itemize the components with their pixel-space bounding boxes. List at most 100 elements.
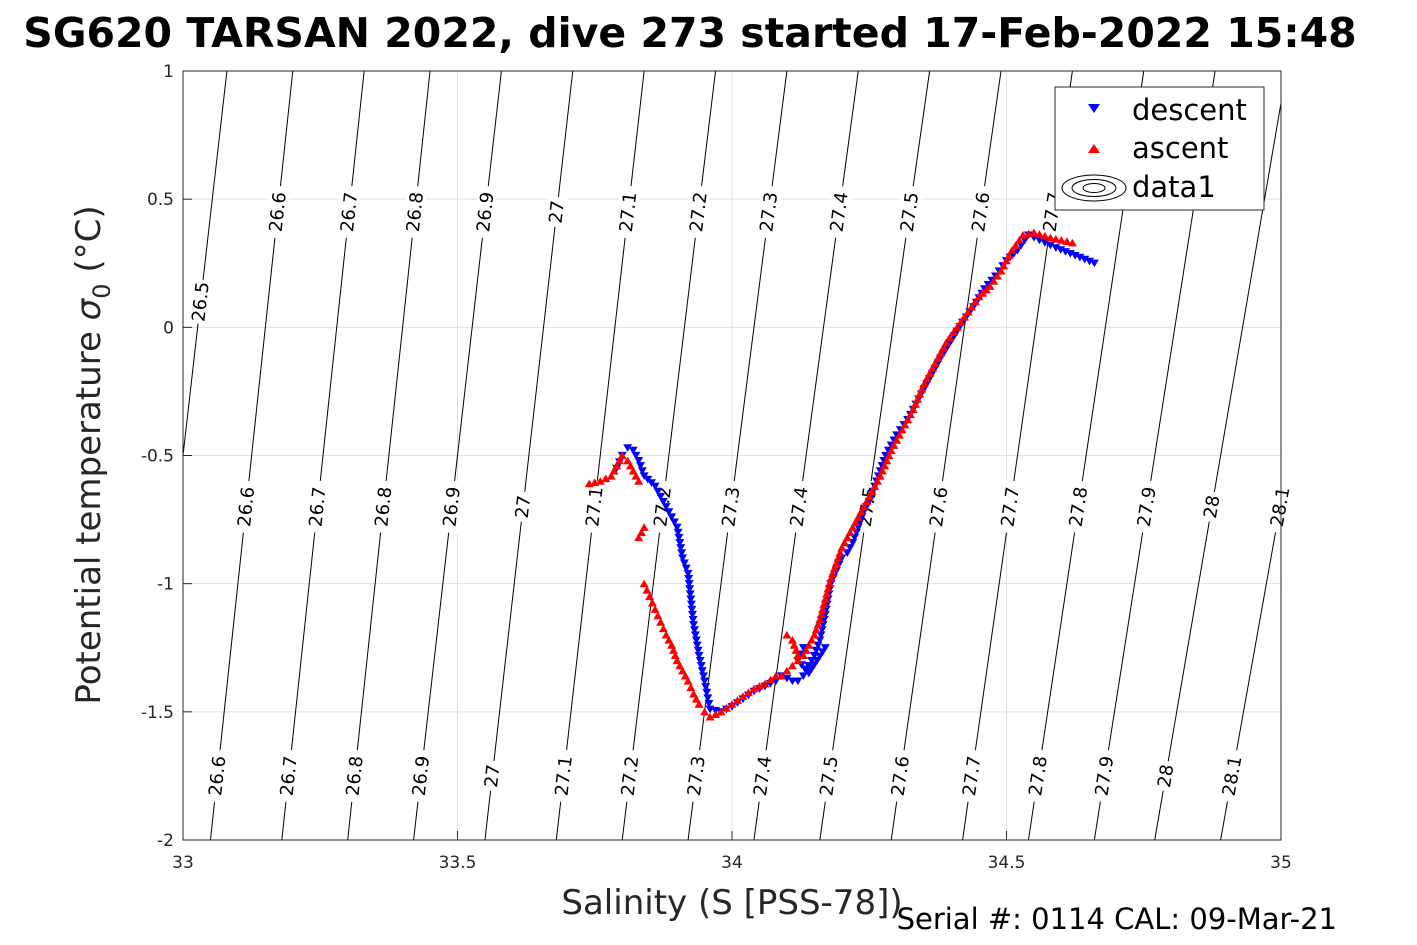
isopycnal-label-bg (1153, 759, 1179, 793)
isopycnal-label: 26.6 (264, 185, 291, 239)
isopycnal-label: 27.6 (925, 479, 953, 534)
ascent-point (804, 641, 814, 649)
descent-point (704, 700, 714, 708)
y-tick-label: 1 (163, 62, 174, 82)
ascent-point (833, 553, 843, 562)
descent-point (684, 574, 694, 583)
descent-point (689, 621, 699, 629)
descent-point (782, 674, 792, 683)
descent-point (679, 559, 689, 568)
descent-point (703, 694, 713, 703)
isopycnal-label-text: 28 (1200, 494, 1225, 520)
descent-point (650, 482, 660, 491)
ascent-point (738, 692, 748, 701)
descent-point (685, 585, 695, 593)
descent-point (695, 656, 705, 665)
ascent-point (623, 456, 633, 465)
ascent-point (900, 420, 910, 429)
ascent-point (749, 684, 759, 693)
legend-box (1054, 86, 1265, 211)
ascent-point (609, 466, 619, 475)
ascent-point (793, 656, 803, 665)
isopycnal-label-bg (996, 479, 1024, 534)
isopycnal-label: 27.4 (785, 479, 813, 534)
isopycnal-label-text: 27.3 (718, 486, 744, 528)
descent-point (694, 651, 704, 660)
isopycnal-label-text: 26.7 (305, 486, 330, 528)
descent-point (664, 508, 674, 516)
ascent-point (722, 703, 732, 712)
legend-descent-label: descent (1132, 93, 1247, 127)
ascent-point (941, 338, 951, 347)
descent-point (1070, 251, 1080, 260)
isopycnal-label-text: 27 (481, 763, 504, 788)
descent-point (820, 644, 830, 652)
descent-point (696, 662, 706, 670)
chart-title: SG620 TARSAN 2022, dive 273 started 17-F… (23, 9, 1356, 57)
isopycnal-label: 27.3 (683, 748, 710, 803)
isopycnal-label-bg (1217, 748, 1247, 804)
ascent-point (945, 333, 955, 342)
isopycnal-label-text: 27.3 (756, 191, 782, 233)
descent-point (787, 677, 797, 686)
y-axis-label: Potential temperature σ0 (°C) (69, 205, 116, 704)
isopycnal-line (1154, 102, 1282, 841)
isopycnal-label-text: 27.2 (686, 191, 712, 233)
ascent-point (809, 630, 819, 639)
ascent-point (974, 292, 984, 301)
isopycnal-label-bg (615, 185, 641, 239)
isopycnal-label-bg (438, 479, 465, 534)
ascent-point (930, 359, 940, 367)
ascent-point (813, 620, 823, 629)
ascent-point (606, 471, 616, 480)
ascent-point (835, 548, 845, 557)
isopycnal-label-text: 26.6 (266, 191, 291, 233)
descent-point (688, 615, 698, 624)
descent-point (667, 513, 677, 522)
descent-point (798, 644, 808, 652)
descent-point (686, 595, 696, 604)
ascent-point (584, 479, 594, 488)
isopycnal-label-text: 26.9 (473, 191, 498, 233)
descent-point (685, 590, 695, 598)
isopycnal-label-text: 26.8 (403, 191, 428, 233)
x-tick-label: 34.5 (988, 853, 1026, 873)
isopycnal-label-text: 26.7 (277, 755, 302, 797)
ascent-point (694, 700, 704, 708)
ascent-point (905, 410, 915, 419)
ascent-point (689, 689, 699, 698)
ascent-point (829, 564, 839, 572)
descent-point (1061, 248, 1071, 256)
isopycnal-label-bg (233, 479, 259, 534)
isopycnal-label: 26.6 (204, 748, 230, 803)
isopycnal-label-bg (958, 748, 986, 804)
isopycnal-label-bg (1132, 479, 1161, 535)
isopycnal-label: 28 (1199, 490, 1225, 524)
descent-point (1089, 259, 1099, 268)
ascent-point (658, 624, 668, 633)
legend-data1-label: data1 (1132, 170, 1216, 204)
isopycnal-label: 27.6 (967, 184, 995, 240)
descent-point (701, 683, 711, 691)
isopycnal-label: 26.8 (370, 479, 396, 534)
descent-point (674, 533, 684, 542)
descent-point (687, 605, 697, 614)
ascent-point (996, 266, 1006, 275)
ascent-point (711, 710, 721, 718)
isopycnal-label-bg (275, 748, 302, 803)
isopycnal-line (182, 70, 228, 456)
isopycnal-label-bg (304, 479, 331, 534)
isopycnal-label-bg (480, 759, 504, 792)
descent-point (639, 472, 649, 481)
descent-point (690, 631, 700, 639)
isopycnal-label-bg (1024, 748, 1052, 804)
descent-point (623, 444, 633, 452)
isopycnal-label: 27.1 (550, 748, 577, 803)
y-axis-label-main: Potential temperature (69, 320, 109, 704)
legend-ascent-label: ascent (1132, 131, 1228, 165)
isopycnal-label-bg (895, 184, 924, 240)
ascent-point (716, 707, 726, 716)
ascent-point (645, 592, 655, 601)
isopycnal-label-text: 26.9 (439, 486, 464, 528)
isopycnal-label-bg (925, 479, 953, 534)
